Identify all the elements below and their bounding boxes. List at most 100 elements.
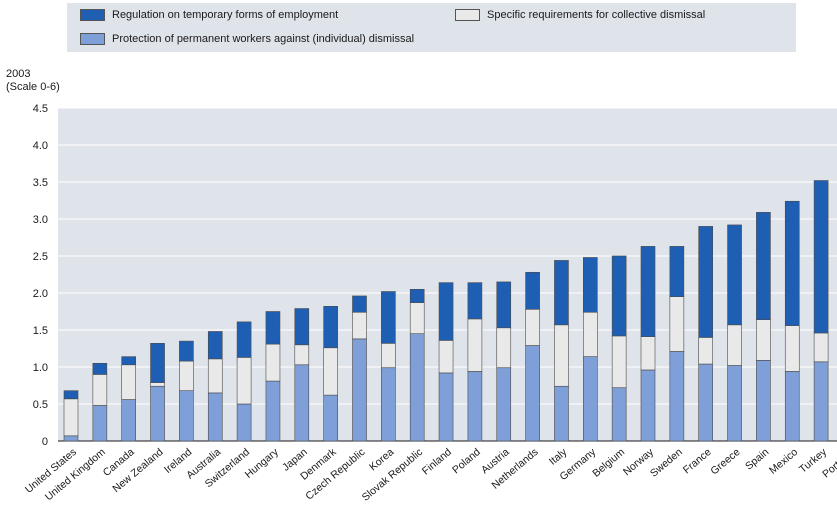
bar-segment-temporary [582,257,598,313]
bar-segment-temporary [438,282,454,341]
x-tick-label: Hungary [243,446,282,481]
bar-segment-permanent [784,371,800,442]
bar-segment-collective [756,319,771,361]
bar-segment-collective [63,398,79,437]
bar-segment-temporary [381,291,396,344]
bar-segment-collective [669,296,685,352]
bar-segment-permanent [150,385,165,442]
bar-segment-permanent [496,367,512,442]
legend-swatch-temporary [80,9,105,21]
bar-segment-collective [582,311,598,357]
bar-segment-temporary [525,271,540,310]
bar-segment-collective [467,318,483,372]
bar-segment-collective [784,325,800,372]
bar-segment-temporary [179,340,194,362]
legend-swatch-collective [455,9,480,21]
bar-segment-collective [525,308,540,346]
bar-segment-permanent [63,435,79,442]
bar-segment-permanent [582,356,598,442]
x-tick-label: Sweden [648,446,685,480]
bar-segment-permanent [438,372,454,442]
bar-segment-permanent [352,338,367,442]
bar-segment-collective [727,324,742,366]
y-tick-label: 2.5 [33,251,48,263]
x-tick-label: Mexico [767,446,800,477]
bar-segment-collective [207,358,223,394]
bar-segment-collective [438,340,454,374]
bar-segment-temporary [92,362,108,375]
x-tick-label: Finland [420,446,454,477]
bar-segment-temporary [121,356,136,366]
legend-label-collective: Specific requirements for collective dis… [487,9,706,21]
bar-segment-temporary [323,306,338,349]
bar-segment-permanent [467,371,483,442]
bar-segment-temporary [150,343,165,383]
y-tick-label: 2.0 [33,288,48,300]
bar-segment-collective [150,382,165,387]
legend: Regulation on temporary forms of employm… [67,3,796,52]
bar-segment-temporary [467,282,483,320]
bar-segment-temporary [409,288,425,303]
bar-segment-temporary [669,246,685,298]
legend-label-permanent: Protection of permanent workers against … [112,33,415,45]
bar-segment-collective [121,364,136,400]
bar-segment-permanent [323,394,338,442]
bar-segment-permanent [813,361,829,442]
bar-segment-collective [409,302,425,334]
bar-segment-collective [698,337,714,365]
bar-segment-collective [236,357,252,405]
x-tick-label: Belgium [590,446,627,480]
bar-segment-permanent [207,392,223,442]
y-tick-label: 0 [42,436,48,448]
y-tick-label: 4.0 [33,140,48,152]
bar-segment-permanent [294,364,310,442]
bar-segment-collective [294,344,310,366]
bar-segment-collective [640,336,656,371]
bar-segment-collective [381,343,396,369]
bar-segment-temporary [727,224,742,326]
legend-item-collective: Specific requirements for collective dis… [455,9,705,21]
bar-segment-collective [554,324,569,387]
bar-segment-permanent [265,380,281,442]
bar-segment-temporary [207,331,223,360]
bar-segment-collective [265,343,281,382]
y-axis-label-scale: (Scale 0-6) [6,81,60,93]
y-tick-label: 1.0 [33,362,48,374]
bar-segment-permanent [669,351,685,442]
bar-segment-temporary [352,295,367,313]
bar-segment-permanent [381,367,396,442]
bar-segment-temporary [236,321,252,358]
y-tick-label: 1.5 [33,325,48,337]
bar-segment-permanent [640,369,656,442]
bar-segment-collective [813,332,829,363]
bar-segment-permanent [554,385,569,442]
legend-item-temporary: Regulation on temporary forms of employm… [80,9,338,21]
x-tick-label: Italy [547,446,570,468]
x-tick-label: New Zealand [110,446,165,495]
legend-swatch-permanent [80,33,105,45]
bar-segment-temporary [813,180,829,334]
bar-segment-permanent [698,363,714,442]
bar-segment-collective [496,327,512,369]
bar-segment-collective [92,374,108,406]
bar-segment-collective [611,335,627,389]
legend-label-temporary: Regulation on temporary forms of employm… [112,9,339,21]
bar-segment-permanent [727,365,742,442]
bar-segment-permanent [611,387,627,442]
y-tick-label: 3.5 [33,177,48,189]
bar-segment-permanent [236,403,252,442]
bar-segment-temporary [265,311,281,345]
bar-segment-temporary [611,255,627,337]
bar-segment-collective [179,360,194,391]
bar-segment-temporary [784,200,800,326]
y-tick-label: 4.5 [33,103,48,115]
x-tick-label: Poland [450,446,483,476]
x-tick-label: Greece [708,446,742,477]
bar-segment-collective [323,347,338,396]
legend-item-permanent: Protection of permanent workers against … [80,33,414,45]
bar-segment-permanent [525,345,540,442]
x-tick-label: France [681,446,714,476]
bar-segment-temporary [496,281,512,329]
bar-segment-permanent [179,390,194,442]
